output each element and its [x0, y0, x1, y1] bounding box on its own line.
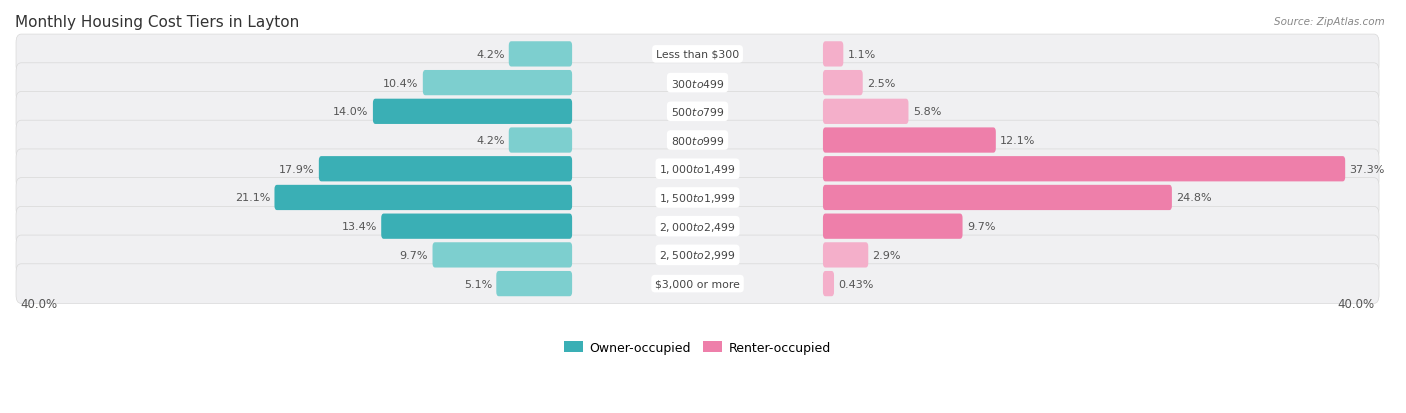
- FancyBboxPatch shape: [823, 128, 995, 153]
- FancyBboxPatch shape: [823, 42, 844, 67]
- FancyBboxPatch shape: [15, 92, 1379, 132]
- Text: $1,500 to $1,999: $1,500 to $1,999: [659, 192, 735, 204]
- Text: 14.0%: 14.0%: [333, 107, 368, 117]
- Text: Source: ZipAtlas.com: Source: ZipAtlas.com: [1274, 17, 1385, 26]
- Text: 13.4%: 13.4%: [342, 222, 377, 232]
- FancyBboxPatch shape: [15, 121, 1379, 161]
- Text: 37.3%: 37.3%: [1350, 164, 1385, 174]
- FancyBboxPatch shape: [15, 235, 1379, 275]
- FancyBboxPatch shape: [433, 243, 572, 268]
- Text: 4.2%: 4.2%: [477, 136, 505, 146]
- Legend: Owner-occupied, Renter-occupied: Owner-occupied, Renter-occupied: [560, 336, 835, 359]
- FancyBboxPatch shape: [423, 71, 572, 96]
- Text: 2.9%: 2.9%: [873, 250, 901, 260]
- Text: 1.1%: 1.1%: [848, 50, 876, 60]
- FancyBboxPatch shape: [373, 100, 572, 125]
- Text: 0.43%: 0.43%: [838, 279, 873, 289]
- Text: $2,000 to $2,499: $2,000 to $2,499: [659, 220, 735, 233]
- FancyBboxPatch shape: [509, 128, 572, 153]
- FancyBboxPatch shape: [15, 35, 1379, 74]
- Text: 17.9%: 17.9%: [278, 164, 315, 174]
- Text: 4.2%: 4.2%: [477, 50, 505, 60]
- Text: 40.0%: 40.0%: [1339, 297, 1375, 310]
- Text: 12.1%: 12.1%: [1000, 136, 1035, 146]
- FancyBboxPatch shape: [496, 271, 572, 297]
- Text: 10.4%: 10.4%: [384, 78, 419, 88]
- FancyBboxPatch shape: [509, 42, 572, 67]
- FancyBboxPatch shape: [823, 243, 869, 268]
- FancyBboxPatch shape: [823, 157, 1346, 182]
- Text: $300 to $499: $300 to $499: [671, 77, 724, 89]
- FancyBboxPatch shape: [15, 64, 1379, 103]
- FancyBboxPatch shape: [823, 214, 963, 239]
- Text: Less than $300: Less than $300: [657, 50, 740, 60]
- FancyBboxPatch shape: [823, 185, 1171, 211]
- FancyBboxPatch shape: [823, 71, 863, 96]
- Text: $1,000 to $1,499: $1,000 to $1,499: [659, 163, 735, 176]
- Text: 9.7%: 9.7%: [967, 222, 995, 232]
- Text: 5.8%: 5.8%: [912, 107, 941, 117]
- FancyBboxPatch shape: [15, 207, 1379, 247]
- FancyBboxPatch shape: [15, 264, 1379, 304]
- Text: 21.1%: 21.1%: [235, 193, 270, 203]
- Text: 9.7%: 9.7%: [399, 250, 429, 260]
- FancyBboxPatch shape: [823, 271, 834, 297]
- Text: Monthly Housing Cost Tiers in Layton: Monthly Housing Cost Tiers in Layton: [15, 15, 299, 31]
- Text: 2.5%: 2.5%: [868, 78, 896, 88]
- Text: 40.0%: 40.0%: [20, 297, 58, 310]
- Text: $3,000 or more: $3,000 or more: [655, 279, 740, 289]
- FancyBboxPatch shape: [15, 178, 1379, 218]
- Text: 5.1%: 5.1%: [464, 279, 492, 289]
- FancyBboxPatch shape: [274, 185, 572, 211]
- FancyBboxPatch shape: [823, 100, 908, 125]
- FancyBboxPatch shape: [381, 214, 572, 239]
- Text: $2,500 to $2,999: $2,500 to $2,999: [659, 249, 735, 262]
- Text: $500 to $799: $500 to $799: [671, 106, 724, 118]
- FancyBboxPatch shape: [319, 157, 572, 182]
- Text: 24.8%: 24.8%: [1177, 193, 1212, 203]
- Text: $800 to $999: $800 to $999: [671, 135, 724, 147]
- FancyBboxPatch shape: [15, 150, 1379, 189]
